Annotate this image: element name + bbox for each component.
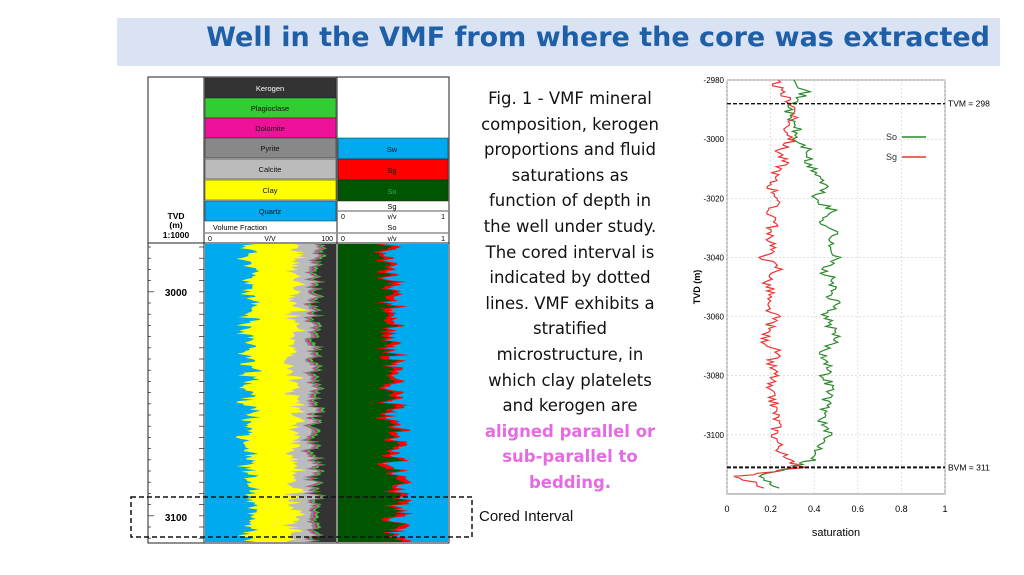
so-scale-name: So [387,223,396,232]
so-scale-unit: v/v [388,236,397,243]
mineral-axis-min: 0 [208,236,212,243]
tvm-label: TVM = 2988 m [948,99,990,109]
sat-xtick: 0.8 [895,504,908,514]
sg-scale-name: Sg [387,202,396,211]
mineral-legend-quartz [204,200,337,222]
caption-highlight: aligned parallel or [484,421,656,441]
mineral-legend-label: Dolomite [255,124,285,133]
mineral-legend-label: Clay [262,186,277,195]
series-so-line [758,79,843,489]
sat-legend-label: So [387,187,396,196]
sat-plot-grid [726,79,946,494]
sat-ytick: -3100 [704,431,725,440]
mineral-legend-label: Plagioclase [251,104,289,113]
sg-scale-max: 1 [441,214,445,221]
sat-ytick: -3020 [704,194,725,203]
depth-ticks [148,246,204,539]
sat-plot-ticks: 0 0.2 0.4 0.6 0.8 1 -2980 -3000 -3020 -3040 -3060 -… [704,76,948,514]
caption-line: Fig. 1 - VMF mineral [488,89,652,108]
mineral-legend-clay [204,179,337,201]
title-bar: Well in the VMF from where the core was … [117,18,1000,66]
sat-ytick: -3080 [704,372,725,381]
sat-ytick: -3000 [704,135,725,144]
page-title: Well in the VMF from where the core was … [206,22,990,53]
sat-ytick: -3060 [704,313,725,322]
sat-xtick: 0.4 [808,504,821,514]
caption-line: lines. VMF exhibits a [485,293,655,313]
mineral-legend: Kerogen Plagioclase Dolomite Pyrite Calcite C… [204,77,337,222]
depth-track-label: TVD [168,211,185,221]
legend-sg-label: Sg [886,152,897,162]
sat-legend-label: Sg [387,166,396,175]
caption-highlight: bedding. [528,472,612,492]
sg-scale-min: 0 [341,214,345,221]
caption-line: function of depth in [488,191,652,211]
sat-legend-so [337,179,449,202]
depth-track-unit: (m) [169,220,182,230]
mineral-legend-label: Quartz [259,207,282,216]
mineral-legend-label: Pyrite [260,144,279,153]
mineral-axis-max: 100 [321,236,333,243]
caption-line: composition, kerogen [481,114,659,134]
legend-so-label: So [886,132,897,142]
caption-line: stratified [532,319,608,339]
mineral-axis-title: Volume Fraction [213,223,267,232]
bvm-label: BVM = 3111 m [948,462,990,472]
mineral-legend-label: Calcite [259,165,282,174]
well-log-chart: Kerogen Plagioclase Dolomite Pyrite Calcite C… [130,76,473,544]
cored-interval-box [130,496,473,538]
sg-scale-unit: v/v [388,214,397,221]
sat-xtick: 1 [942,504,947,514]
mineral-track [205,244,336,542]
caption-line: indicated by dotted [489,268,651,288]
caption-line: and kerogen are [502,396,638,416]
sat-legend-label: Sw [387,145,398,154]
depth-label-3000: 3000 [165,288,188,299]
sat-xtick: 0.6 [852,504,865,514]
caption-line: The cored interval is [485,242,655,262]
mineral-legend-pyrite [204,137,337,159]
saturation-depth-chart: 0 0.2 0.4 0.6 0.8 1 -2980 -3000 -3020 -3040 -3060 -… [692,76,990,539]
sat-ytick: -2980 [704,76,725,85]
saturation-legend: Sw Sg So [337,137,449,202]
so-area [338,244,408,542]
figure-caption: Fig. 1 - VMF mineral composition, keroge… [470,86,670,496]
sat-xlabel: saturation [812,527,860,539]
caption-highlight: sub-parallel to [502,447,638,467]
so-scale-min: 0 [341,236,345,243]
saturation-track [338,244,448,542]
series-sg-line [733,79,807,489]
mineral-legend-label: Kerogen [256,84,284,93]
sat-xtick: 0.2 [764,504,777,514]
sat-xtick: 0 [724,504,729,514]
mineral-legend-calcite [204,158,337,180]
so-scale-max: 1 [441,236,445,243]
sat-ylabel: TVD (m) [692,270,702,305]
depth-label-3100: 3100 [165,513,188,524]
caption-line: the well under study. [483,216,657,236]
caption-line: proportions and fluid [484,140,656,160]
caption-line: saturations as [511,165,629,185]
sat-plot-series [733,79,843,489]
depth-track-scale: 1:1000 [163,230,190,240]
cored-interval-label: Cored Interval [479,508,574,525]
mineral-axis-unit: V/V [264,236,276,243]
caption-line: which clay platelets [488,370,652,390]
quartz-area [205,244,263,542]
caption-line: microstructure, in [496,344,644,364]
sat-ytick: -3040 [704,253,725,262]
